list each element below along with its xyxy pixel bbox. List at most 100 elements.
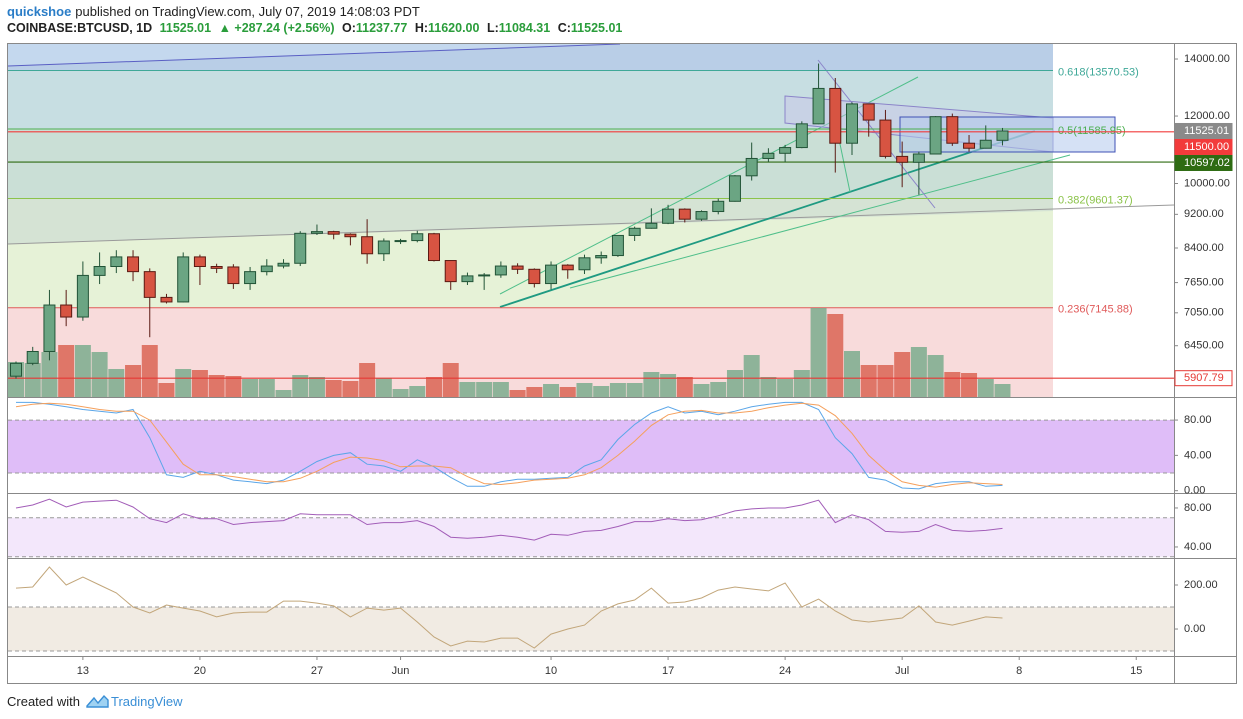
fib-label: 0.382(9601.37) [1058, 194, 1133, 206]
channel-fill [8, 44, 1053, 244]
x-tick-label: 17 [662, 665, 674, 677]
volume-bar [74, 345, 91, 397]
fib-label: 0.236(7145.88) [1058, 304, 1133, 316]
volume-bar [643, 372, 660, 397]
candle-body [545, 264, 558, 285]
volume-bar [994, 384, 1011, 397]
volume-bar [810, 308, 827, 397]
volume-bar [125, 365, 142, 397]
volume-bar [576, 383, 593, 397]
price-marker [1174, 370, 1233, 387]
logo [86, 694, 109, 708]
ohlc-value: 11525.01 [570, 21, 623, 35]
candle-body [595, 255, 608, 259]
volume-bar [793, 370, 810, 397]
candle-body [193, 256, 206, 268]
volume-bar [961, 373, 978, 397]
ohlc-key: H: [414, 21, 429, 35]
candle-body [979, 139, 992, 149]
y-tick-label: 9200.00 [1184, 208, 1224, 220]
y-tick-label: 6450.00 [1184, 340, 1224, 352]
volume-bar [977, 379, 994, 397]
footer: Created with TradingView [7, 693, 183, 709]
candle-body [177, 256, 190, 303]
candle-body [461, 275, 474, 283]
volume-bar [24, 363, 41, 397]
y-tick-label: 10000.00 [1184, 177, 1230, 189]
volume-bar [375, 378, 392, 397]
indicator-line [15, 498, 1003, 541]
candle-body [511, 265, 524, 270]
candle-body [26, 350, 39, 364]
volume-bar [593, 386, 610, 397]
candle-body [611, 234, 624, 257]
price-marker-label: 11525.01 [1184, 125, 1229, 137]
trend-line [817, 59, 936, 209]
created-with: Created with [7, 693, 80, 709]
last-price: 11525.01 [159, 21, 212, 35]
volume-bar [760, 377, 777, 397]
volume-bar [710, 382, 727, 397]
fib-zone [8, 129, 1053, 199]
volume-bar [693, 384, 710, 397]
price-marker [1174, 154, 1233, 171]
candle-body [996, 130, 1009, 141]
volume-bar [342, 381, 359, 397]
volume-bar [509, 390, 526, 397]
price-marker [1174, 138, 1233, 155]
candle-body [862, 103, 875, 121]
candle-body [143, 271, 156, 298]
volume-bar [609, 383, 626, 397]
volume-bar [944, 372, 961, 397]
candle-body [745, 157, 758, 177]
logo-shape [86, 694, 109, 708]
candle-body [60, 304, 73, 318]
candle-body [277, 262, 290, 267]
candle-body [227, 266, 240, 285]
fib-label: 0.618(13570.53) [1058, 66, 1139, 78]
candle-body [43, 304, 56, 352]
y-tick-label: 40.00 [1184, 449, 1212, 461]
volume-bar [476, 382, 493, 397]
x-tick-label: 24 [779, 665, 791, 677]
volume-bar [526, 387, 543, 397]
candle-body [76, 274, 89, 318]
ohlc-value: 11237.77 [355, 21, 408, 35]
volume-bar [626, 383, 643, 397]
y-tick-label: 40.00 [1184, 541, 1212, 553]
candle-body [528, 268, 541, 285]
candle-body [310, 231, 323, 234]
candle-body [478, 274, 491, 277]
price-marker-label: 11500.00 [1184, 141, 1229, 153]
volume-bar [359, 363, 376, 397]
candle-body [444, 260, 457, 283]
volume-bar [158, 383, 175, 397]
candle-body [795, 123, 808, 149]
x-tick-label: 15 [1130, 665, 1142, 677]
axes: 14000.00 12000.00 10000.00 9200.00 8400.00 76… [7, 43, 1237, 684]
volume-bar [726, 370, 743, 397]
candle-body [327, 231, 340, 235]
band [8, 607, 1174, 652]
candle-body [244, 271, 257, 285]
trend-line [499, 130, 1036, 308]
candle-body [678, 208, 691, 220]
volume-bar [827, 314, 844, 397]
ohlc-value: 11620.00 [428, 21, 480, 35]
author[interactable]: quickshoe [7, 4, 72, 19]
volume-bar [325, 380, 342, 397]
y-tick-label: 0.00 [1184, 623, 1205, 635]
volume-bar [409, 386, 426, 397]
y-tick-label: 0.00 [1184, 485, 1205, 497]
candle-body [93, 266, 106, 276]
volume-bar [743, 355, 760, 397]
volume-bar [492, 382, 509, 397]
indicator-line [15, 566, 1003, 649]
brand[interactable]: TradingView [110, 693, 183, 709]
x-tick-label: 27 [311, 665, 323, 677]
volume-bar [844, 351, 860, 397]
x-tick-label: 8 [1016, 665, 1022, 677]
volume-bar [877, 365, 894, 397]
candle-body [829, 87, 842, 144]
